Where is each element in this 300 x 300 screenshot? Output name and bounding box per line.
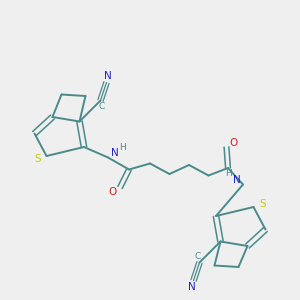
Text: N: N: [232, 175, 240, 185]
Text: H: H: [119, 142, 125, 152]
Text: H: H: [226, 169, 232, 178]
Text: N: N: [111, 148, 119, 158]
Text: N: N: [104, 71, 112, 81]
Text: C: C: [99, 102, 105, 111]
Text: N: N: [188, 282, 196, 292]
Text: C: C: [195, 252, 201, 261]
Text: S: S: [34, 154, 41, 164]
Text: S: S: [259, 199, 266, 209]
Text: O: O: [108, 187, 117, 197]
Text: O: O: [230, 137, 238, 148]
